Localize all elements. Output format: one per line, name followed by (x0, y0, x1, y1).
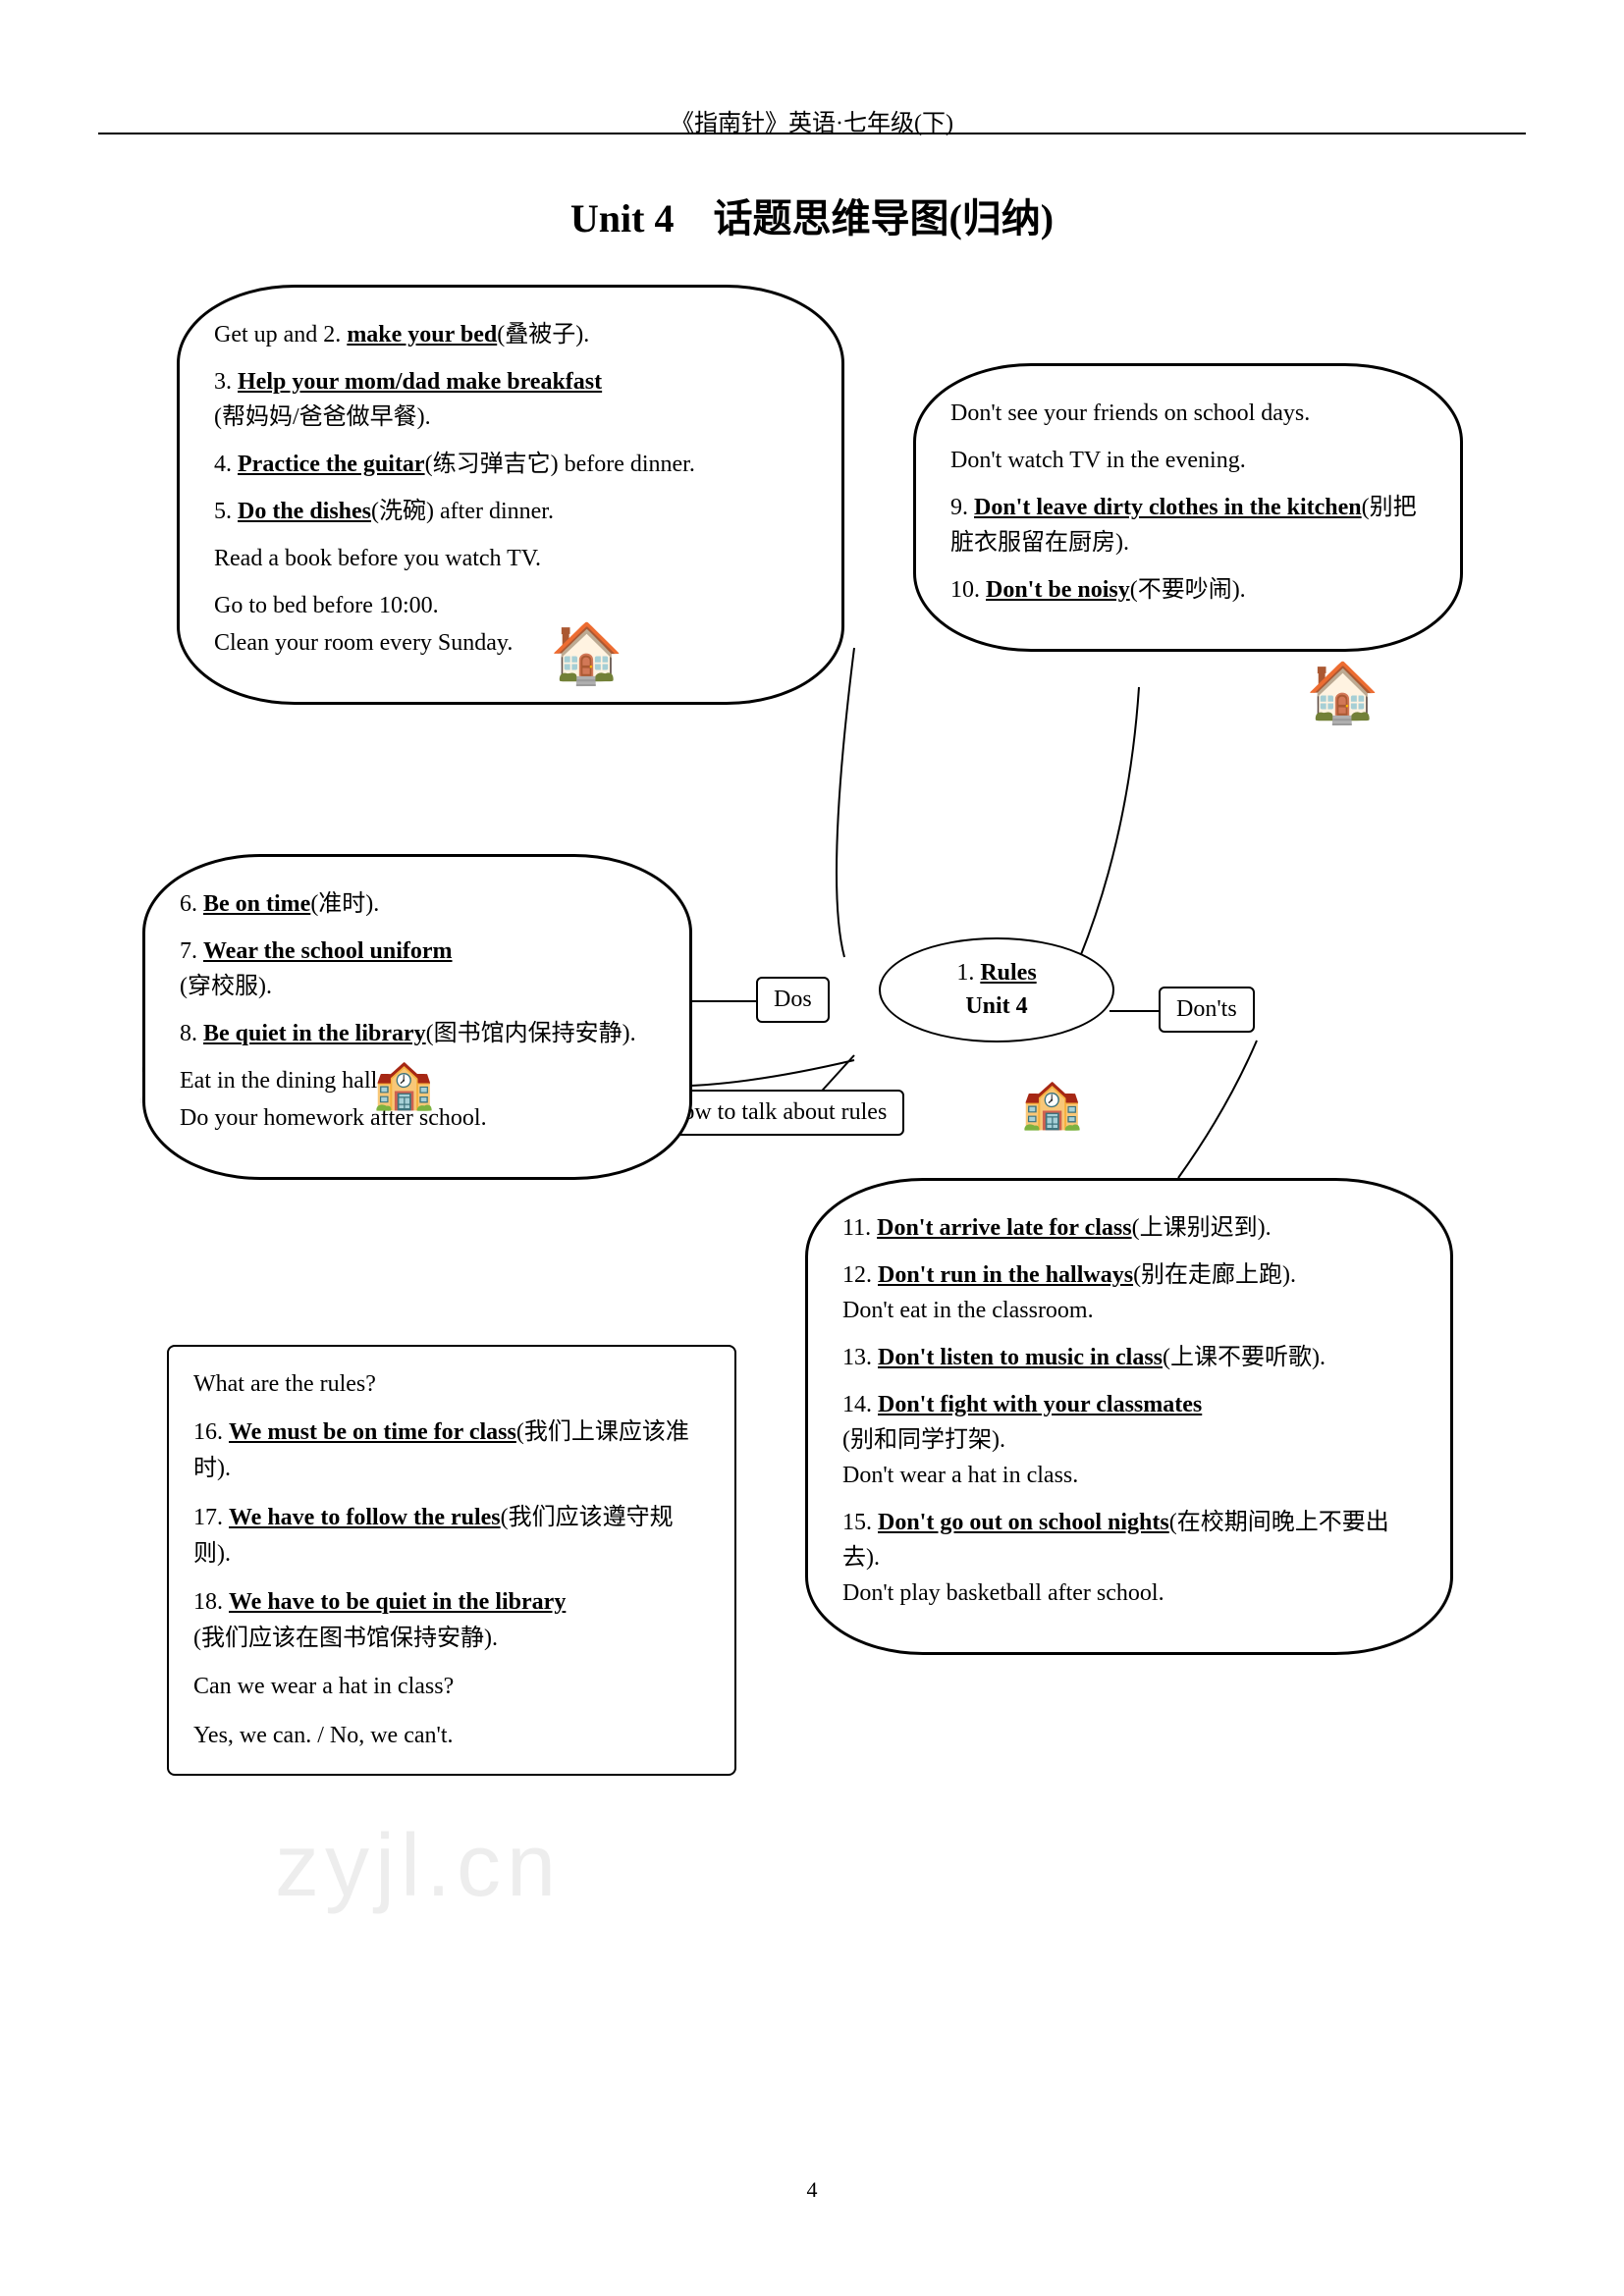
item-tv: Don't watch TV in the evening. (950, 443, 1426, 478)
item-hat-q: Can we wear a hat in class? (193, 1669, 710, 1705)
item-12: 12. Don't run in the hallways(别在走廊上跑).Do… (842, 1257, 1416, 1328)
item-read: Read a book before you watch TV. (214, 541, 807, 576)
item-hat-a: Yes, we can. / No, we can't. (193, 1718, 710, 1754)
cloud-dos-home: Get up and 2. make your bed(叠被子). 3. Hel… (177, 285, 844, 705)
school-icon-2: 🏫 (1021, 1075, 1082, 1133)
item-friends: Don't see your friends on school days. (950, 396, 1426, 431)
cloud-donts-school: 11. Don't arrive late for class(上课别迟到). … (805, 1178, 1453, 1655)
rect-howto-rules: What are the rules? 16. We must be on ti… (167, 1345, 736, 1776)
page-number: 4 (0, 2177, 1624, 2203)
item-16: 16. We must be on time for class(我们上课应该准… (193, 1415, 710, 1487)
item-3: 3. Help your mom/dad make breakfast(帮妈妈/… (214, 364, 807, 435)
item-2: Get up and 2. make your bed(叠被子). (214, 317, 807, 352)
item-10: 10. Don't be noisy(不要吵闹). (950, 572, 1426, 608)
item-11: 11. Don't arrive late for class(上课别迟到). (842, 1210, 1416, 1246)
item-7: 7. Wear the school uniform(穿校服). (180, 934, 655, 1004)
item-14: 14. Don't fight with your classmates(别和同… (842, 1387, 1416, 1493)
unit-label: Unit 4 (910, 990, 1083, 1024)
item-6: 6. Be on time(准时). (180, 886, 655, 922)
item-8: 8. Be quiet in the library(图书馆内保持安静). (180, 1016, 655, 1051)
item-bed: Go to bed before 10:00. (214, 588, 807, 623)
dos-node: Dos (756, 977, 830, 1023)
donts-node: Don'ts (1159, 987, 1255, 1033)
item-18: 18. We have to be quiet in the library(我… (193, 1584, 710, 1657)
item-4: 4. Practice the guitar(练习弹吉它) before din… (214, 447, 807, 482)
school-icon-1: 🏫 (373, 1055, 434, 1113)
item-9: 9. Don't leave dirty clothes in the kitc… (950, 490, 1426, 561)
item-17: 17. We have to follow the rules(我们应该遵守规则… (193, 1500, 710, 1573)
house-icon-2: 🏠 (1306, 658, 1380, 727)
item-13: 13. Don't listen to music in class(上课不要听… (842, 1340, 1416, 1375)
house-icon: 🏠 (550, 618, 623, 688)
rules-label: 1. Rules (910, 957, 1083, 990)
center-node: 1. Rules Unit 4 (879, 937, 1114, 1042)
item-clean: Clean your room every Sunday. (214, 625, 807, 661)
cloud-donts-home: Don't see your friends on school days. D… (913, 363, 1463, 652)
cloud-dos-school: 6. Be on time(准时). 7. Wear the school un… (142, 854, 692, 1180)
item-15: 15. Don't go out on school nights(在校期间晚上… (842, 1505, 1416, 1611)
item-5: 5. Do the dishes(洗碗) after dinner. (214, 494, 807, 529)
item-q: What are the rules? (193, 1366, 710, 1403)
